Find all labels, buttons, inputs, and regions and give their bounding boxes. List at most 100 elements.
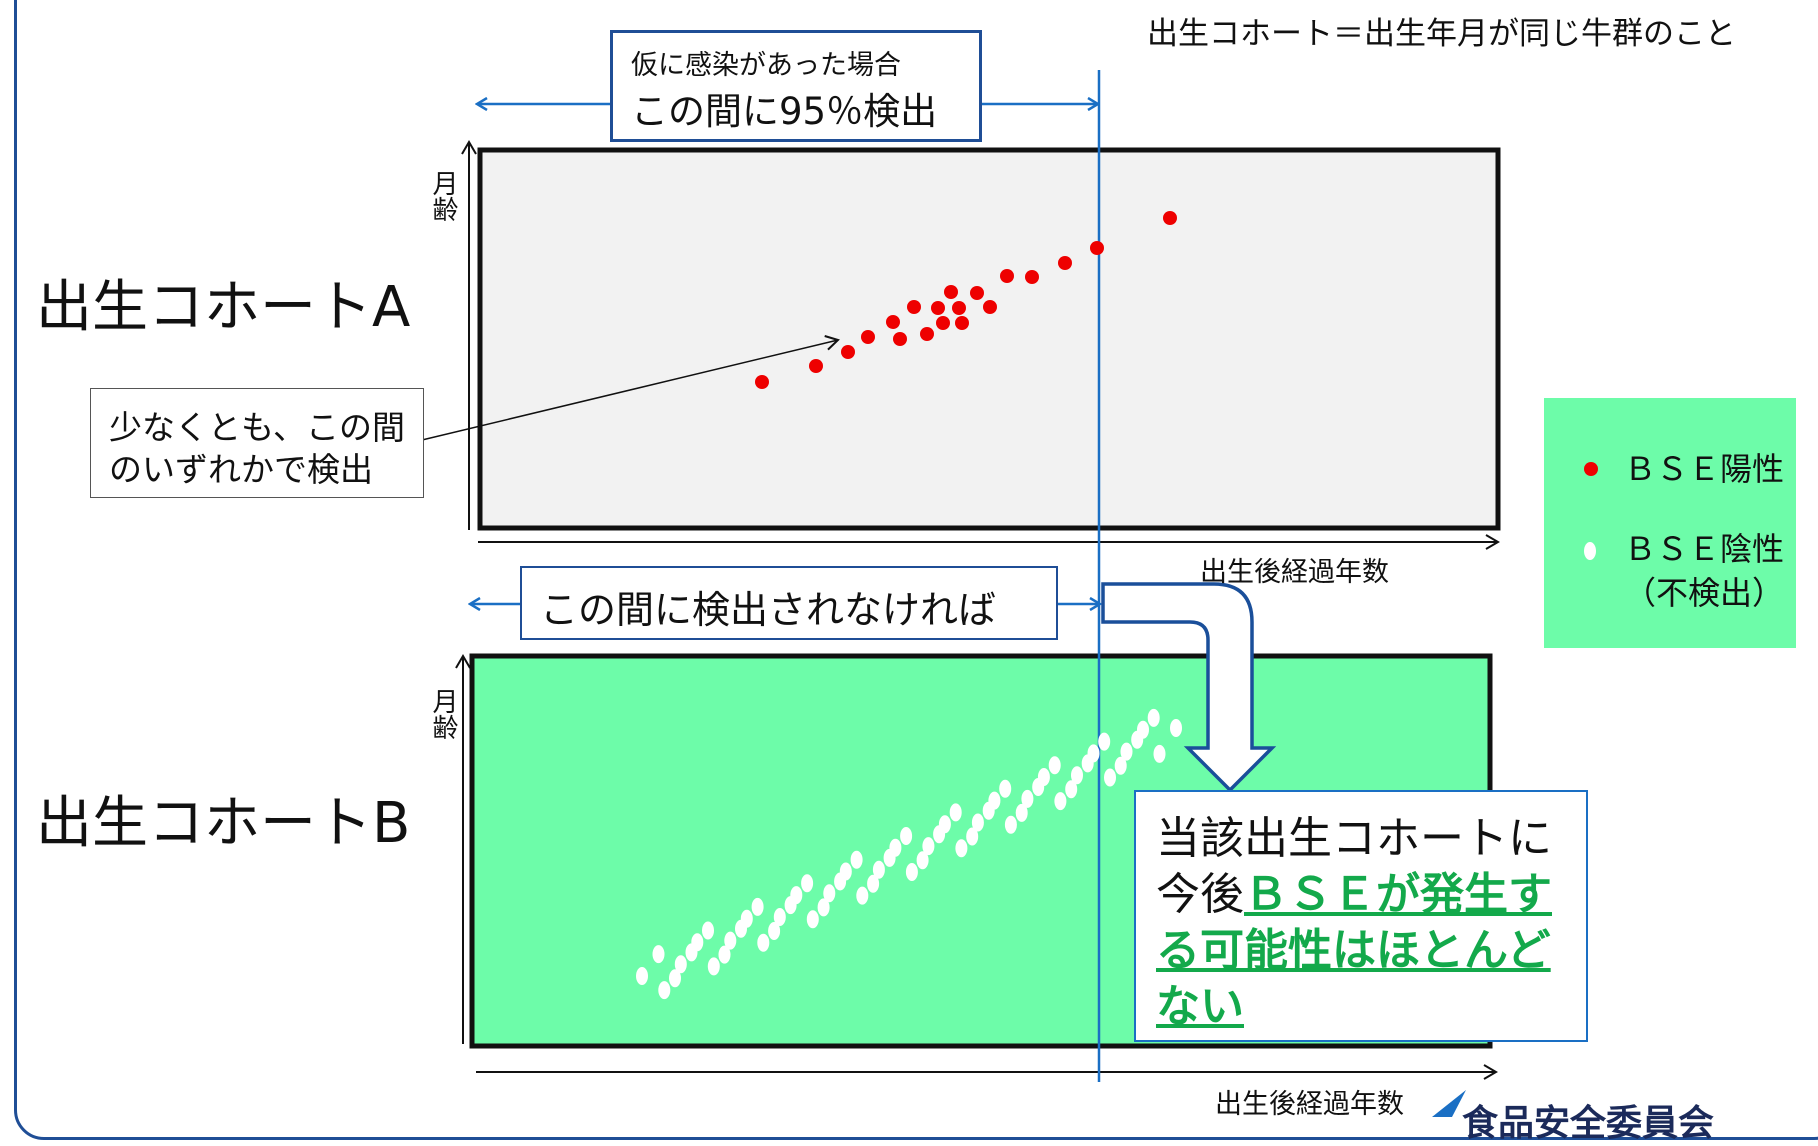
negative-dot	[674, 955, 687, 974]
conclusion-line2-emph: ＢＳＥが発生す	[1244, 869, 1552, 920]
negative-dot	[856, 886, 869, 905]
positive-dots-group	[755, 211, 1177, 389]
positive-dot	[841, 345, 855, 359]
negative-dot	[999, 779, 1012, 798]
negative-dot	[751, 897, 764, 916]
positive-dot	[931, 301, 945, 315]
negative-dot	[823, 884, 836, 903]
cohort-definition: 出生コホート＝出生年月が同じ牛群のこと	[1147, 16, 1736, 52]
negative-dot	[955, 839, 968, 858]
negative-dot	[1153, 744, 1166, 763]
negative-dot	[1021, 789, 1034, 808]
negative-dot	[1081, 754, 1094, 773]
negative-dot	[872, 860, 885, 879]
negative-dot	[658, 981, 671, 1000]
negative-dot	[757, 933, 770, 952]
callout-line2: のいずれかで検出	[109, 450, 373, 489]
negative-dot	[1147, 708, 1160, 727]
negative-dot	[1131, 730, 1144, 749]
negative-dot	[933, 825, 946, 844]
negative-dot	[1170, 719, 1182, 737]
negative-dot	[916, 851, 929, 870]
positive-dot	[983, 300, 997, 314]
footer-logo-text: 食品安全委員会	[1462, 1103, 1715, 1144]
positive-dot	[861, 330, 875, 344]
negative-dot	[1032, 778, 1045, 796]
negative-dot	[834, 872, 847, 891]
positive-dot	[955, 316, 969, 330]
negative-dot	[949, 803, 962, 822]
negative-dots-group	[636, 708, 1182, 1000]
negative-dot	[966, 827, 979, 846]
negative-dot	[707, 957, 720, 976]
negative-dot	[982, 801, 995, 820]
negative-dot	[867, 874, 880, 893]
positive-dot	[1163, 211, 1177, 225]
negative-dot	[817, 898, 830, 917]
negative-dot	[850, 850, 863, 869]
conclusion-line1: 当該出生コホートに	[1156, 813, 1552, 864]
negative-dot	[900, 827, 913, 845]
legend-box: ＢＳＥ陽性 ＢＳＥ陰性 （不検出）	[1544, 398, 1796, 648]
positive-dot	[944, 285, 958, 299]
cohort-b-label: 出生コホートB	[36, 791, 411, 856]
conclusion-line3: る可能性はほとんど	[1156, 925, 1551, 976]
panel-a-y-label: 月齢	[428, 170, 458, 222]
positive-dot	[907, 300, 921, 314]
negative-dot	[883, 848, 896, 867]
conclusion-line4: ない	[1156, 981, 1244, 1032]
positive-dot	[893, 332, 907, 346]
callout-box: 少なくとも、この間 のいずれかで検出	[90, 388, 424, 498]
conclusion-line2: 今後ＢＳＥが発生す	[1156, 858, 1552, 922]
negative-dot	[768, 922, 781, 940]
negative-dot	[636, 967, 648, 985]
panel-a	[477, 147, 1501, 531]
top-note-line2: この間に95％検出	[631, 90, 938, 133]
negative-dot	[1054, 792, 1067, 811]
callout-line1: 少なくとも、この間	[109, 408, 406, 447]
negative-dot	[652, 945, 665, 964]
negative-dot	[685, 943, 698, 962]
negative-dot	[971, 813, 984, 832]
negative-dot	[806, 910, 819, 929]
negative-dot	[1004, 815, 1017, 834]
negative-dot	[1104, 768, 1116, 787]
negative-dot	[922, 837, 935, 856]
positive-dot	[952, 301, 966, 315]
positive-dot	[1058, 256, 1072, 270]
negative-dot	[1065, 780, 1078, 799]
negative-dot	[905, 863, 918, 881]
legend-negative-line1: ＢＳＥ陰性	[1624, 530, 1785, 568]
positive-dot	[886, 315, 900, 329]
top-note-box: 仮に感染があった場合 この間に95％検出	[610, 30, 982, 142]
conclusion-line2-plain: 今後	[1156, 869, 1244, 920]
negative-dot	[784, 896, 797, 915]
positive-dot	[1090, 241, 1104, 255]
negative-dot	[801, 874, 814, 893]
negative-dot	[702, 921, 714, 940]
positive-dot	[920, 327, 934, 341]
negative-dot	[1071, 766, 1083, 785]
positive-dot	[936, 316, 950, 330]
legend-negative-line2: （不検出）	[1624, 574, 1785, 612]
callout-pointer	[421, 335, 840, 441]
negative-dot	[1114, 756, 1127, 775]
negative-dot	[669, 969, 681, 988]
negative-dot	[735, 919, 747, 938]
negative-dot	[1120, 742, 1133, 761]
positive-dot	[755, 375, 769, 389]
negative-dot	[1098, 732, 1111, 751]
positive-dot	[1000, 269, 1014, 283]
cohort-a-label: 出生コホートA	[36, 275, 411, 340]
panel-a-x-label: 出生後経過年数	[1200, 557, 1389, 588]
middle-note-text: この間に検出されなければ	[540, 588, 997, 632]
negative-dot	[724, 931, 737, 950]
positive-dot	[1025, 270, 1039, 284]
conclusion-box: 当該出生コホートに 今後ＢＳＥが発生す る可能性はほとんど ない	[1134, 790, 1588, 1042]
negative-dot	[718, 945, 731, 964]
negative-dot	[773, 908, 786, 926]
panel-b-y-label: 月齢	[428, 688, 458, 740]
legend-negative-dot	[1584, 542, 1596, 560]
middle-note-box: この間に検出されなければ	[520, 566, 1058, 640]
legend-positive-dot	[1584, 462, 1598, 476]
